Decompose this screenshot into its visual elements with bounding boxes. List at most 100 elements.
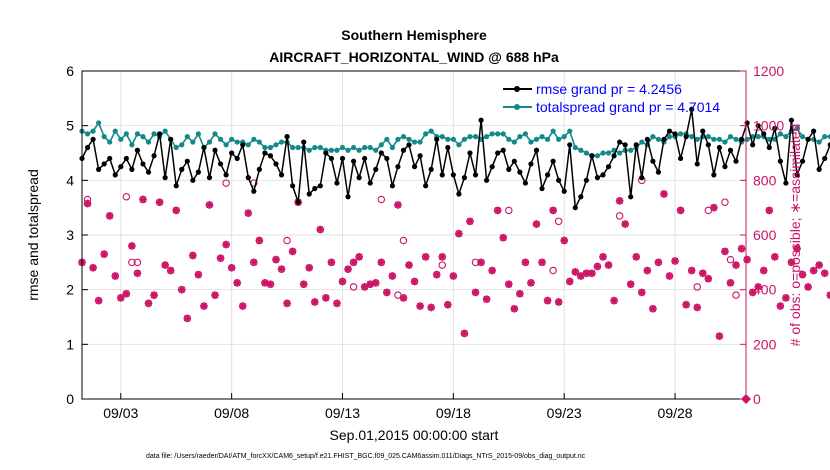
rmse-point [445,144,451,151]
obs-assimilated-marker [543,296,552,305]
rmse-point [700,128,706,134]
rmse-point [650,158,656,164]
rmse-point [539,185,545,192]
rmse-point [689,106,695,112]
totalspread-point [506,136,512,142]
obs-assimilated-marker [676,206,685,215]
totalspread-point [428,128,434,134]
rmse-point [278,172,285,178]
totalspread-point [101,134,107,140]
obs-assimilated-marker [654,258,663,267]
totalspread-point [389,144,395,151]
obs-assimilated-marker [643,266,652,275]
totalspread-point [439,134,445,140]
rmse-point [489,164,495,170]
rmse-point [805,136,811,142]
obs-assimilated-marker [521,258,530,267]
rmse-point [162,175,168,181]
totalspread-point [511,139,517,145]
rmse-point [661,136,667,142]
tick-label-left: 2 [66,282,74,298]
totalspread-point [677,131,684,137]
legend-rmse-text: rmse grand pr = 4.2456 [536,81,682,97]
tick-label-x: 09/28 [658,405,693,421]
rmse-point [350,158,357,164]
obs-assimilated-marker [200,302,208,310]
obs-assimilated-marker [272,255,280,264]
totalspread-point [212,131,218,137]
totalspread-point [456,142,462,148]
obs-assimilated-marker [743,255,751,264]
rmse-point [400,147,407,153]
totalspread-point [578,147,584,153]
obs-assimilated-marker [122,289,131,298]
totalspread-point [278,139,285,145]
obs-assimilated-marker [383,288,391,297]
rmse-point [589,153,595,159]
totalspread-point [140,134,146,140]
totalspread-point [467,134,473,140]
obs-assimilated-marker [466,217,474,226]
totalspread-point [223,142,229,148]
obs-possible-marker [399,236,408,245]
totalspread-point [395,136,401,142]
totalspread-point [655,136,662,142]
rmse-point [217,161,224,167]
rmse-point [417,153,423,159]
rmse-point [495,150,501,156]
totalspread-point [251,136,257,142]
x-axis-label: Sep.01,2015 00:00:00 start [330,427,499,443]
totalspread-point [617,150,623,156]
rmse-point [284,134,290,140]
rmse-point [373,166,379,172]
rmse-point [362,155,368,162]
obs-possible-marker [222,179,230,187]
obs-possible-marker [349,283,358,291]
obs-assimilated-marker [499,233,508,242]
totalspread-point [179,142,185,148]
left-axis-ticks: 0 1 2 3 4 5 6 [66,63,88,407]
obs-assimilated-marker [560,236,569,245]
totalspread-point [262,144,268,151]
obs-assimilated-marker [266,280,275,288]
obs-assimilated-marker [444,300,452,309]
totalspread-point [711,136,717,142]
obs-assimilated-marker [288,247,297,256]
obs-assimilated-marker [610,296,618,305]
totalspread-point [295,144,301,151]
rmse-point [96,166,102,172]
obs-assimilated-marker [815,261,823,269]
obs-assimilated-marker [538,258,546,267]
obs-assimilated-marker [693,303,702,312]
rmse-point [156,131,163,137]
obs-assimilated-marker [133,269,142,278]
totalspread-point [290,144,296,151]
rmse-point [611,153,617,159]
obs-assimilated-marker [89,264,97,272]
totalspread-point [484,134,490,140]
totalspread-point [716,136,722,142]
rmse-point [345,194,351,200]
tick-label-left: 1 [66,336,74,352]
totalspread-point [112,128,118,134]
obs-assimilated-marker [322,294,330,302]
obs-possible-marker [615,212,624,220]
obs-assimilated-marker [310,298,319,306]
totalspread-point [378,142,384,148]
rmse-point [339,155,346,162]
rmse-point [761,131,767,137]
tick-label-right: 0 [753,391,761,407]
obs-possible-marker [693,283,701,291]
rmse-point [234,155,240,162]
totalspread-point [362,144,368,151]
totalspread-point [423,131,429,137]
obs-assimilated-marker [371,279,380,287]
obs-assimilated-marker [194,270,203,279]
obs-assimilated-marker [116,294,125,302]
obs-assimilated-marker [432,270,441,279]
totalspread-point [755,134,761,140]
totalspread-point [822,134,828,140]
obs-assimilated-marker [532,220,541,228]
totalspread-point [317,144,323,151]
